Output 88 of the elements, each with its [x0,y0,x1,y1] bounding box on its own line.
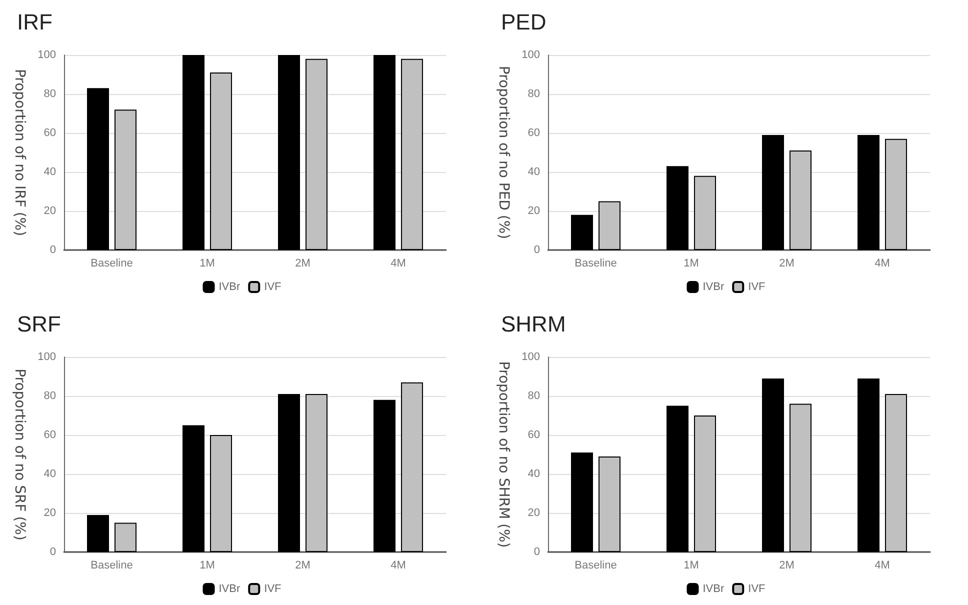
legend-label: IVF [748,583,766,595]
legend-label: IVBr [702,281,724,293]
y-tick-label: 60 [528,127,540,139]
x-tick-label: 1M [200,560,215,572]
y-tick-label: 40 [44,468,56,480]
bar [694,416,716,552]
y-tick-label: 60 [528,429,540,441]
bar [182,425,204,552]
y-tick-label: 0 [534,244,540,256]
bar [598,201,620,250]
y-tick-label: 20 [44,205,56,217]
legend-label: IVF [264,281,282,293]
bar [885,394,907,552]
y-tick-label: 20 [44,507,56,519]
bar [571,452,593,552]
x-tick-label: 2M [295,560,310,572]
x-tick-label: 4M [390,258,406,270]
y-tick-label: 80 [44,390,56,402]
bar [666,406,688,552]
y-tick-label: 60 [44,127,56,139]
legend-label: IVBr [702,583,724,595]
x-tick-label: Baseline [574,560,617,572]
y-tick-label: 40 [528,166,540,178]
y-tick-label: 40 [528,468,540,480]
bar [598,456,620,552]
x-tick-label: Baseline [90,560,133,572]
y-tick-label: 20 [528,507,540,519]
legend-label: IVBr [218,583,240,595]
y-tick-label: 100 [38,351,56,363]
legend-label: IVF [748,281,766,293]
bar [885,138,907,250]
y-tick-label: 100 [38,49,56,61]
bar [374,55,396,250]
x-tick-label: 1M [200,258,215,270]
legend-label: IVBr [218,281,240,293]
y-axis-title: Proportion of no SHRM (%) [496,361,512,548]
x-tick-label: 2M [779,258,794,270]
bar [858,134,880,250]
y-tick-label: 80 [528,88,540,100]
y-tick-label: 80 [528,390,540,402]
bar [762,134,784,250]
y-tick-label: 20 [528,205,540,217]
bar [278,394,300,552]
y-tick-label: 0 [50,546,56,558]
bar [401,58,423,250]
bar [790,150,812,250]
bar [790,404,812,552]
y-tick-label: 80 [44,88,56,100]
bar [858,378,880,552]
bar [666,166,688,250]
x-tick-label: 2M [779,560,794,572]
y-axis-title: Proportion of no IRF (%) [12,68,28,236]
y-tick-label: 60 [44,429,56,441]
chart-title: SHRM [501,312,566,336]
y-tick-label: 100 [522,49,540,61]
x-tick-label: 4M [390,560,406,572]
y-axis-title: Proportion of no PED (%) [496,66,512,240]
bar [114,522,136,552]
chart-title: IRF [17,10,52,34]
bar [762,378,784,552]
bar [210,435,232,552]
bar [374,400,396,552]
y-tick-label: 0 [534,546,540,558]
x-tick-label: 1M [684,560,699,572]
bar [278,55,300,250]
x-tick-label: Baseline [90,258,133,270]
y-tick-label: 40 [44,166,56,178]
bar [87,514,109,552]
x-tick-label: Baseline [574,258,617,270]
y-axis-title: Proportion of no SRF (%) [12,368,28,540]
bar [306,58,328,250]
bar [401,382,423,552]
bar [114,110,136,250]
bar [87,88,109,250]
legend-label: IVF [264,583,282,595]
chart-title: SRF [17,312,61,336]
y-tick-label: 0 [50,244,56,256]
x-tick-label: 4M [874,258,890,270]
bar [571,214,593,250]
x-tick-label: 1M [684,258,699,270]
chart-title: PED [501,10,546,34]
bar [210,72,232,250]
bar [306,394,328,552]
bar [694,176,716,250]
x-tick-label: 4M [874,560,890,572]
bar [182,55,204,250]
y-tick-label: 100 [522,351,540,363]
x-tick-label: 2M [295,258,310,270]
